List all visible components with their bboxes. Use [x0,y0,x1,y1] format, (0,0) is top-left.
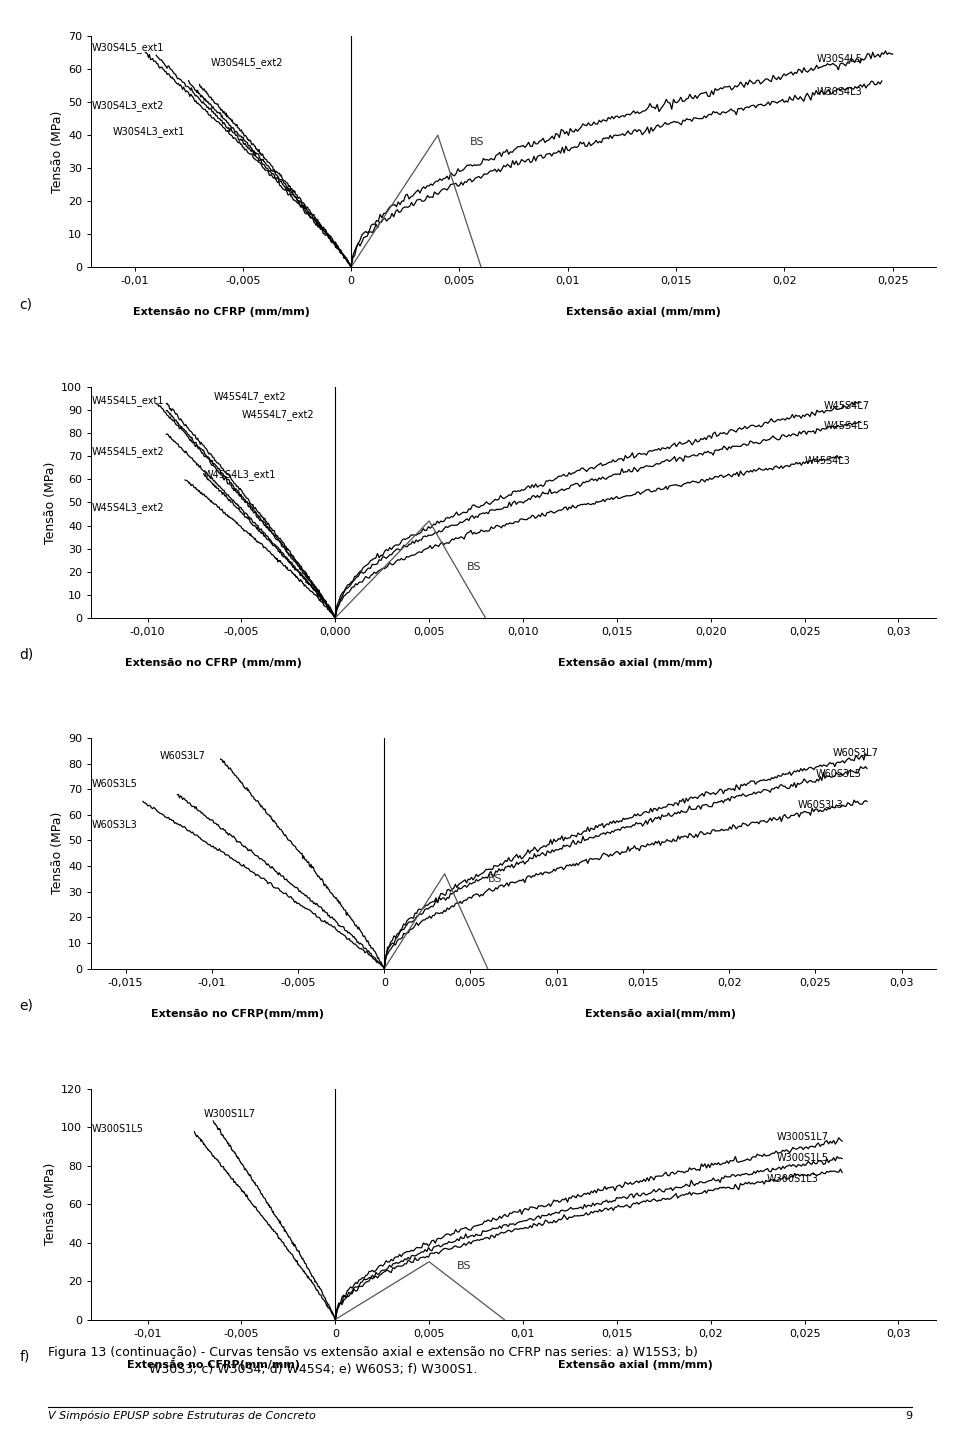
Text: W45S4L7_ext2: W45S4L7_ext2 [241,409,314,420]
Text: W300S1L5: W300S1L5 [91,1124,143,1134]
Text: Extensão axial(mm/mm): Extensão axial(mm/mm) [585,1009,735,1019]
Text: W30S4L3_ext2: W30S4L3_ext2 [91,100,163,112]
Text: c): c) [19,297,33,312]
Y-axis label: Tensão (MPa): Tensão (MPa) [44,461,57,544]
Text: W45S4L7: W45S4L7 [824,400,870,410]
Text: W45S4L3: W45S4L3 [804,455,851,465]
Y-axis label: Tensão (MPa): Tensão (MPa) [44,1163,57,1246]
Text: Extensão axial (mm/mm): Extensão axial (mm/mm) [558,658,713,668]
Text: W60S3L5: W60S3L5 [91,779,137,789]
Text: Figura 13 (continuação) - Curvas tensão vs extensão axial e extensão no CFRP nas: Figura 13 (continuação) - Curvas tensão … [48,1346,698,1359]
Text: BS: BS [467,563,481,573]
Text: W60S3L7: W60S3L7 [160,751,206,761]
Text: W300S1L7: W300S1L7 [204,1109,255,1119]
Text: Extensão axial (mm/mm): Extensão axial (mm/mm) [566,307,721,318]
Text: W60S3L3: W60S3L3 [798,799,844,809]
Text: W30S4L5: W30S4L5 [817,54,863,64]
Text: W60S3L3: W60S3L3 [91,821,137,829]
Text: W45S4L5_ext2: W45S4L5_ext2 [91,447,164,457]
Text: 9: 9 [905,1411,912,1421]
Text: W30S4L5_ext1: W30S4L5_ext1 [91,42,163,54]
Text: W60S3L5: W60S3L5 [815,768,861,779]
Text: Extensão no CFRP(mm/mm): Extensão no CFRP(mm/mm) [152,1009,324,1019]
Text: W300S1L7: W300S1L7 [777,1132,828,1141]
Text: d): d) [19,648,34,661]
Text: BS: BS [488,874,502,884]
Text: Extensão no CFRP (mm/mm): Extensão no CFRP (mm/mm) [132,307,310,318]
Text: V Simpósio EPUSP sobre Estruturas de Concreto: V Simpósio EPUSP sobre Estruturas de Con… [48,1411,316,1421]
Text: Extensão axial (mm/mm): Extensão axial (mm/mm) [558,1360,713,1370]
Text: W45S4L7_ext2: W45S4L7_ext2 [213,392,286,402]
Text: W45S4L5: W45S4L5 [824,422,870,431]
Text: W300S1L5: W300S1L5 [777,1153,828,1163]
Text: W30S3; c) W30S4; d) W45S4; e) W60S3; f) W300S1.: W30S3; c) W30S4; d) W45S4; e) W60S3; f) … [149,1363,477,1376]
Text: e): e) [19,999,34,1012]
Text: BS: BS [470,136,485,146]
Text: W300S1L3: W300S1L3 [767,1174,819,1185]
Text: W60S3L7: W60S3L7 [832,748,878,758]
Text: BS: BS [457,1260,471,1270]
Text: W30S4L5_ext2: W30S4L5_ext2 [210,57,283,68]
Text: W45S4L3_ext2: W45S4L3_ext2 [91,502,164,512]
Text: W30S4L3_ext1: W30S4L3_ext1 [113,126,185,138]
Text: W45S4L5_ext1: W45S4L5_ext1 [91,396,164,406]
Y-axis label: Tensão (MPa): Tensão (MPa) [51,110,64,193]
Text: W30S4L3: W30S4L3 [817,87,863,97]
Text: Extensão no CFRP (mm/mm): Extensão no CFRP (mm/mm) [125,658,301,668]
Text: f): f) [19,1350,30,1363]
Y-axis label: Tensão (MPa): Tensão (MPa) [51,812,64,895]
Text: W45S4L3_ext1: W45S4L3_ext1 [204,470,276,480]
Text: Extensão no CFRP(mm/mm): Extensão no CFRP(mm/mm) [127,1360,300,1370]
